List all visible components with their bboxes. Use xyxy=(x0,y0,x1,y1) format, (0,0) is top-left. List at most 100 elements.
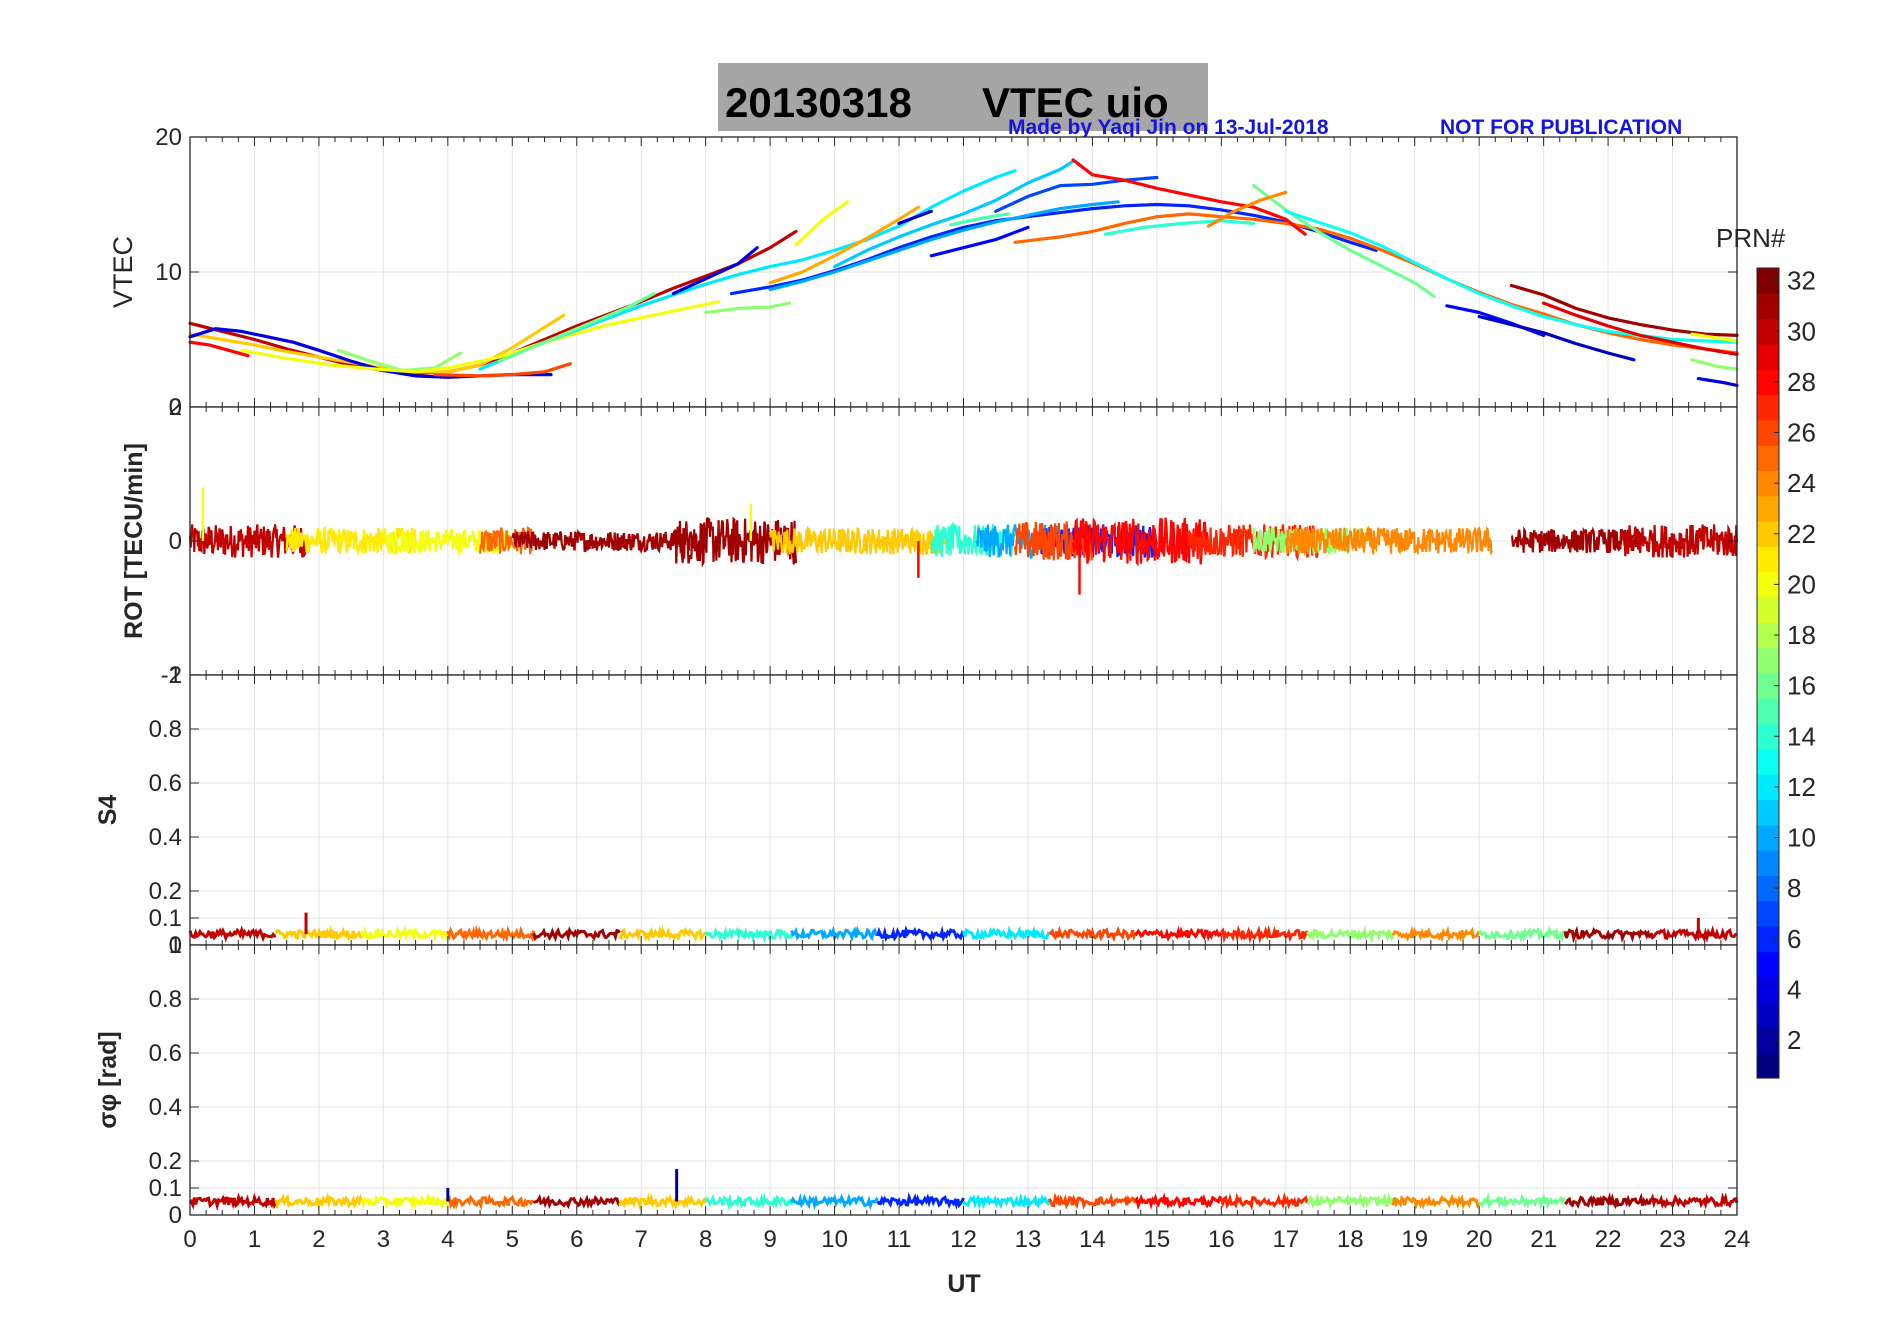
colorbar-tick-label: 2 xyxy=(1787,1025,1801,1055)
colorbar-title: PRN# xyxy=(1716,223,1786,253)
sigma_phi-series-prn-20 xyxy=(360,1192,450,1211)
vtec-series-prn-24 xyxy=(1206,190,1288,228)
y-axis-label: S4 xyxy=(94,795,122,826)
panel-s4: 00.10.2 0.4 0.6 0.8 1 S4 xyxy=(94,662,1738,959)
s4-series-prn-16 xyxy=(1478,925,1567,944)
vtec-series-prn-28 xyxy=(1071,158,1307,236)
x-axis-label: UT xyxy=(947,1270,980,1298)
colorbar-swatch xyxy=(1757,774,1779,801)
rot-series-prn-28 xyxy=(1072,516,1210,567)
colorbar-tick-label: 20 xyxy=(1787,569,1816,599)
y-tick-label: 0.6 xyxy=(149,1040,182,1067)
vtec-series-prn-13 xyxy=(1284,209,1739,344)
colorbar-swatch xyxy=(1757,622,1779,649)
colorbar-swatch xyxy=(1757,926,1779,953)
vtec-series-prn-17 xyxy=(1690,358,1739,371)
colorbar-tick-label: 26 xyxy=(1787,418,1816,448)
colorbar-swatch xyxy=(1757,268,1779,294)
x-tick-label: 21 xyxy=(1530,1226,1557,1253)
sigma_phi-series-prn-25 xyxy=(446,1193,535,1211)
y-tick-label: 20 xyxy=(155,124,182,151)
y-axis-label: σφ [rad] xyxy=(94,1031,122,1129)
credit-made-by: Made by Yaqi Jin on 13-Jul-2018 xyxy=(1008,116,1329,139)
x-tick-label: 7 xyxy=(635,1226,648,1253)
s4-series-prn-26 xyxy=(1048,925,1137,943)
rot-series-prn-22 xyxy=(769,525,952,556)
y-tick-label: 0 xyxy=(169,528,182,555)
y-tick-label: 0 xyxy=(169,932,182,959)
colorbar-swatch xyxy=(1757,951,1779,978)
colorbar-swatch xyxy=(1757,470,1779,497)
colorbar-tick-label: 8 xyxy=(1787,873,1801,903)
colorbar-swatch xyxy=(1757,445,1779,472)
x-tick-label: 22 xyxy=(1595,1226,1622,1253)
colorbar-tick-label: 30 xyxy=(1787,316,1816,346)
colorbar-swatch xyxy=(1757,394,1779,421)
sigma_phi-series-prn-10 xyxy=(790,1193,879,1211)
title-text: VTEC uio xyxy=(982,79,1169,126)
x-tick-label: 5 xyxy=(506,1226,519,1253)
x-tick-label: 0 xyxy=(183,1226,196,1253)
s4-series-prn-31 xyxy=(532,926,621,943)
y-tick-label: 0 xyxy=(169,1202,182,1229)
y-tick-label: 1 xyxy=(169,662,182,689)
sigma_phi-series-prn-28 xyxy=(1134,1192,1223,1211)
s4-series-prn-30 xyxy=(188,924,277,943)
vtec-series-prn-4 xyxy=(1696,377,1739,387)
sigma_phi-series-prn-31 xyxy=(1564,1192,1653,1210)
rot-series-prn-31 xyxy=(511,528,694,555)
colorbar-swatch xyxy=(1757,875,1779,902)
rot-series-prn-25 xyxy=(479,525,533,555)
colorbar-swatch xyxy=(1757,521,1779,548)
credit-notice: NOT FOR PUBLICATION xyxy=(1440,116,1682,139)
sigma_phi-series-prn-14 xyxy=(704,1192,794,1211)
sigma_phi-series-prn-22 xyxy=(618,1192,708,1211)
plot-data xyxy=(188,1169,1739,1212)
title-date: 20130318 xyxy=(725,79,912,126)
vtec-series-prn-20 xyxy=(1690,332,1739,343)
x-tick-label: 12 xyxy=(950,1226,977,1253)
y-axis-label: ROT [TECU/min] xyxy=(120,443,148,639)
colorbar-swatch xyxy=(1757,900,1779,927)
colorbar-swatch xyxy=(1757,369,1779,396)
s4-series-prn-12 xyxy=(962,924,1051,941)
colorbar-swatch xyxy=(1757,1002,1779,1028)
colorbar-swatch xyxy=(1757,824,1779,851)
colorbar-swatch xyxy=(1757,571,1779,598)
s4-series-prn-6 xyxy=(876,925,965,943)
rot-series-prn-31 xyxy=(1511,526,1642,554)
x-tick-label: 20 xyxy=(1466,1226,1493,1253)
colorbar-tick-label: 24 xyxy=(1787,468,1816,498)
s4-series-prn-28 xyxy=(1134,925,1223,942)
vtec-series-prn-7 xyxy=(994,175,1159,213)
sigma_phi-series-prn-22 xyxy=(274,1192,364,1210)
x-tick-label: 6 xyxy=(570,1226,583,1253)
s4-series-prn-30 xyxy=(1649,925,1738,943)
colorbar-tick-label: 18 xyxy=(1787,620,1816,650)
sigma_phi-series-prn-26 xyxy=(1048,1192,1137,1210)
colorbar-swatch xyxy=(1757,673,1779,699)
x-tick-label: 16 xyxy=(1208,1226,1235,1253)
x-tick-label: 4 xyxy=(441,1226,454,1253)
vtec-series-prn-5 xyxy=(929,225,1030,258)
vtec-series-prn-26 xyxy=(433,362,572,378)
y-tick-label: 1 xyxy=(169,932,182,959)
rot-series-prn-24 xyxy=(1284,525,1494,557)
x-tick-label: 24 xyxy=(1724,1226,1751,1253)
vtec-series-prn-3 xyxy=(1477,315,1636,362)
x-tick-label: 18 xyxy=(1337,1226,1364,1253)
y-tick-label: 0.2 xyxy=(149,1148,182,1175)
vtec-series-prn-28 xyxy=(188,340,250,358)
vtec-series-prn-4 xyxy=(671,246,759,296)
vtec-series-prn-31 xyxy=(1509,283,1739,337)
x-tick-label: 13 xyxy=(1015,1226,1042,1253)
s4-series-prn-25 xyxy=(446,924,536,943)
plot-data xyxy=(188,487,1739,595)
colorbar-swatch xyxy=(1757,799,1779,826)
colorbar-tick-label: 28 xyxy=(1787,367,1816,397)
s4-series-prn-31 xyxy=(1563,925,1652,944)
vtec-series-prn-17 xyxy=(704,301,792,315)
